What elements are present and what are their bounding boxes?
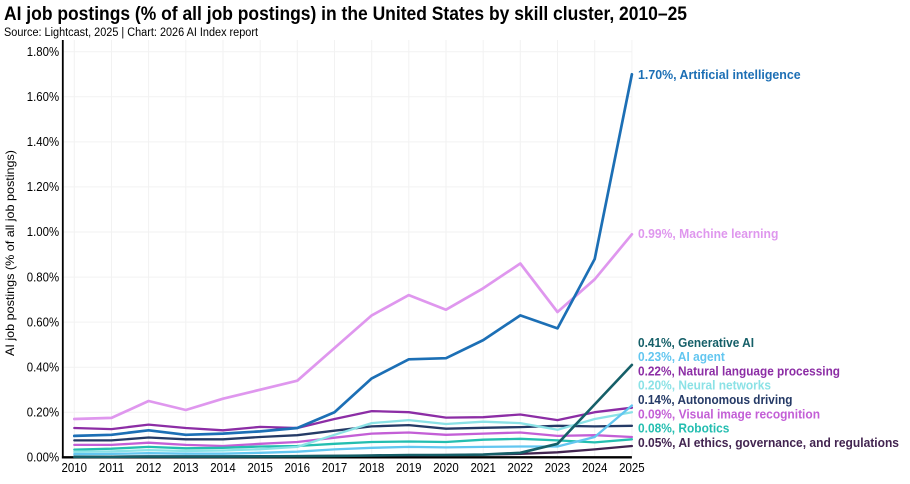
- svg-text:2011: 2011: [99, 461, 125, 475]
- svg-text:1.80%: 1.80%: [27, 45, 59, 59]
- svg-text:0.80%: 0.80%: [27, 270, 59, 284]
- svg-text:AI job postings (% of all job: AI job postings (% of all job postings): [3, 150, 17, 356]
- svg-text:1.60%: 1.60%: [27, 90, 59, 104]
- svg-text:2019: 2019: [396, 461, 422, 475]
- svg-text:0.00%: 0.00%: [27, 451, 59, 465]
- svg-text:2016: 2016: [285, 461, 311, 475]
- svg-text:0.08%, Robotics: 0.08%, Robotics: [638, 421, 729, 436]
- svg-text:0.22%, Natural language proces: 0.22%, Natural language processing: [638, 363, 840, 378]
- svg-text:1.70%, Artificial intelligence: 1.70%, Artificial intelligence: [638, 67, 801, 82]
- svg-text:0.20%, Neural networks: 0.20%, Neural networks: [638, 378, 771, 393]
- svg-text:0.99%, Machine learning: 0.99%, Machine learning: [638, 226, 778, 241]
- svg-text:2023: 2023: [545, 461, 571, 475]
- svg-text:Source: Lightcast, 2025 | Char: Source: Lightcast, 2025 | Chart: 2026 AI…: [4, 27, 259, 39]
- svg-text:2010: 2010: [62, 461, 88, 475]
- svg-text:2022: 2022: [508, 461, 534, 475]
- svg-text:2021: 2021: [470, 461, 496, 475]
- svg-text:0.20%: 0.20%: [27, 405, 59, 419]
- svg-text:0.23%, AI agent: 0.23%, AI agent: [638, 349, 725, 364]
- svg-text:2013: 2013: [173, 461, 199, 475]
- svg-text:2018: 2018: [359, 461, 385, 475]
- svg-text:0.40%: 0.40%: [27, 360, 59, 374]
- svg-text:0.41%, Generative AI: 0.41%, Generative AI: [638, 335, 754, 350]
- svg-text:0.05%, AI ethics, governance,: 0.05%, AI ethics, governance, and regula…: [638, 435, 899, 450]
- svg-text:2015: 2015: [247, 461, 273, 475]
- svg-text:2017: 2017: [322, 461, 348, 475]
- svg-text:2025: 2025: [619, 461, 645, 475]
- svg-text:1.20%: 1.20%: [27, 180, 59, 194]
- svg-text:2014: 2014: [210, 461, 236, 475]
- svg-text:0.09%, Visual image recognitio: 0.09%, Visual image recognition: [638, 406, 820, 421]
- svg-text:2020: 2020: [433, 461, 459, 475]
- svg-text:1.00%: 1.00%: [27, 225, 59, 239]
- svg-text:2012: 2012: [136, 461, 162, 475]
- svg-text:1.40%: 1.40%: [27, 135, 59, 149]
- svg-text:0.14%, Autonomous driving: 0.14%, Autonomous driving: [638, 392, 793, 407]
- svg-text:AI job postings (% of all job: AI job postings (% of all job postings) …: [4, 4, 687, 25]
- svg-text:0.60%: 0.60%: [27, 315, 59, 329]
- svg-text:2024: 2024: [582, 461, 608, 475]
